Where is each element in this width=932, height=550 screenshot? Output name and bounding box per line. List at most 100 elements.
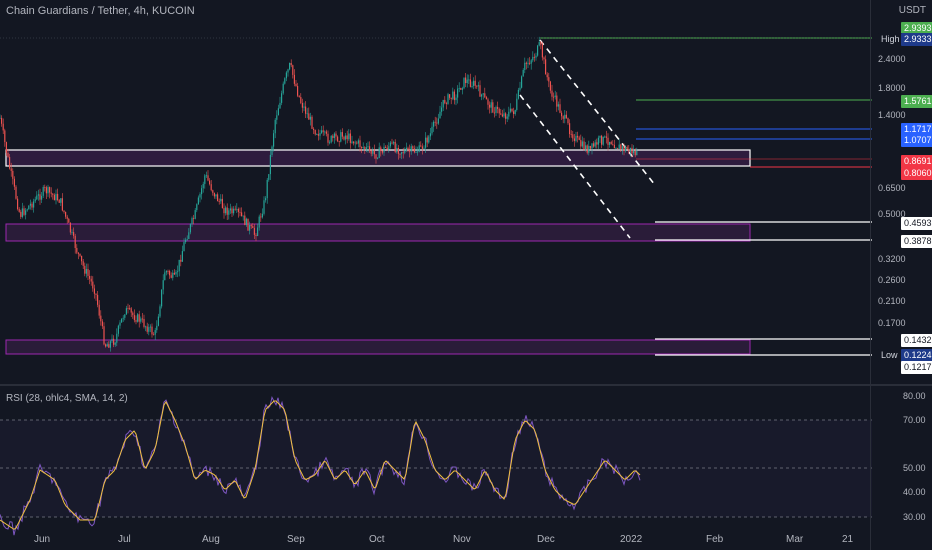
candle-body <box>239 211 241 213</box>
channel-upper-line[interactable] <box>539 39 656 186</box>
candle-body <box>357 140 359 144</box>
candle-body <box>500 113 502 115</box>
candle-body <box>113 338 115 345</box>
candle-body <box>545 59 547 75</box>
candle-body <box>241 212 243 217</box>
price-tag: 0.1224 <box>901 349 932 362</box>
candle-body <box>209 180 211 185</box>
time-label: Jul <box>118 534 131 545</box>
candle-body <box>433 121 435 127</box>
candle-body <box>508 111 510 117</box>
candle-body <box>117 325 119 334</box>
candle-body <box>329 142 331 144</box>
candle-body <box>444 99 446 104</box>
candle-body <box>629 147 631 152</box>
candle-body <box>247 218 249 231</box>
rsi-title[interactable]: RSI (28, ohlc4, SMA, 14, 2) <box>6 393 128 404</box>
candle-body <box>413 148 415 153</box>
candle-body <box>258 216 260 228</box>
candle-body <box>324 131 326 133</box>
candle-body <box>303 106 305 108</box>
resistance-zone[interactable] <box>5 149 751 167</box>
support-zone-mid[interactable] <box>5 223 751 242</box>
candle-body <box>385 146 387 148</box>
price-tag: 0.4593 <box>901 217 932 230</box>
candle-body <box>423 147 425 149</box>
candle-body <box>346 135 348 140</box>
channel-lower-line[interactable] <box>519 94 631 239</box>
candle-body <box>116 333 118 343</box>
rsi-signal-line[interactable] <box>0 400 641 530</box>
candle-body <box>537 45 539 56</box>
support-zone-low[interactable] <box>5 339 751 355</box>
candle-body <box>415 151 417 153</box>
candle-body <box>287 69 289 73</box>
candle-body <box>561 112 563 117</box>
candle-body <box>602 136 604 145</box>
candle-body <box>618 144 620 149</box>
candle-body <box>154 330 156 335</box>
candle-body <box>634 150 636 156</box>
candle-body <box>580 139 582 147</box>
candle-body <box>189 223 191 233</box>
candle-body <box>273 133 275 147</box>
candle-body <box>565 114 567 119</box>
time-label: Oct <box>369 534 385 545</box>
candle-body <box>244 215 246 226</box>
candle-body <box>153 334 155 336</box>
candle-body <box>612 144 614 145</box>
rsi-label: 30.00 <box>903 512 926 522</box>
candle-body <box>365 147 367 149</box>
candle-body <box>348 133 350 140</box>
candle-body <box>177 271 179 273</box>
candle-body <box>449 94 451 98</box>
candle-body <box>442 99 444 108</box>
candle-body <box>69 222 71 233</box>
candle-body <box>594 142 596 147</box>
candle-body <box>265 198 267 201</box>
price-tag: 1.5761 <box>901 95 932 108</box>
candle-body <box>213 192 215 197</box>
candle-body <box>95 293 97 295</box>
candle-body <box>378 147 380 159</box>
candle-body <box>156 325 158 331</box>
candle-body <box>257 227 259 236</box>
candle-body <box>229 208 231 211</box>
candle-body <box>505 113 507 119</box>
pane-divider[interactable] <box>0 384 932 386</box>
candle-body <box>621 146 623 149</box>
candle-body <box>127 308 129 309</box>
candle-body <box>591 143 593 149</box>
candle-body <box>274 119 276 134</box>
candle-body <box>252 226 254 228</box>
candle-body <box>599 135 601 138</box>
candle-body <box>589 145 591 149</box>
candle-body <box>476 85 478 87</box>
candle-body <box>292 65 294 75</box>
candle-body <box>532 56 534 61</box>
candle-body <box>543 57 545 60</box>
candle-body <box>281 93 283 103</box>
candle-body <box>121 318 123 323</box>
candle-body <box>255 234 257 236</box>
candle-body <box>185 239 187 243</box>
candle-body <box>573 138 575 141</box>
candle-body <box>359 140 361 148</box>
candle-body <box>7 152 9 157</box>
candle-body <box>13 178 15 187</box>
candle-body <box>428 136 430 143</box>
candle-body <box>482 93 484 95</box>
candle-body <box>290 62 292 66</box>
candle-body <box>79 253 81 256</box>
candle-body <box>604 136 606 138</box>
candle-body <box>317 134 319 136</box>
candle-body <box>345 135 347 140</box>
candle-body <box>535 55 537 58</box>
candle-body <box>151 326 153 335</box>
candle-body <box>188 232 190 239</box>
candle-body <box>625 147 627 151</box>
candle-body <box>138 314 140 322</box>
candle-body <box>221 198 223 209</box>
candle-body <box>124 314 126 318</box>
